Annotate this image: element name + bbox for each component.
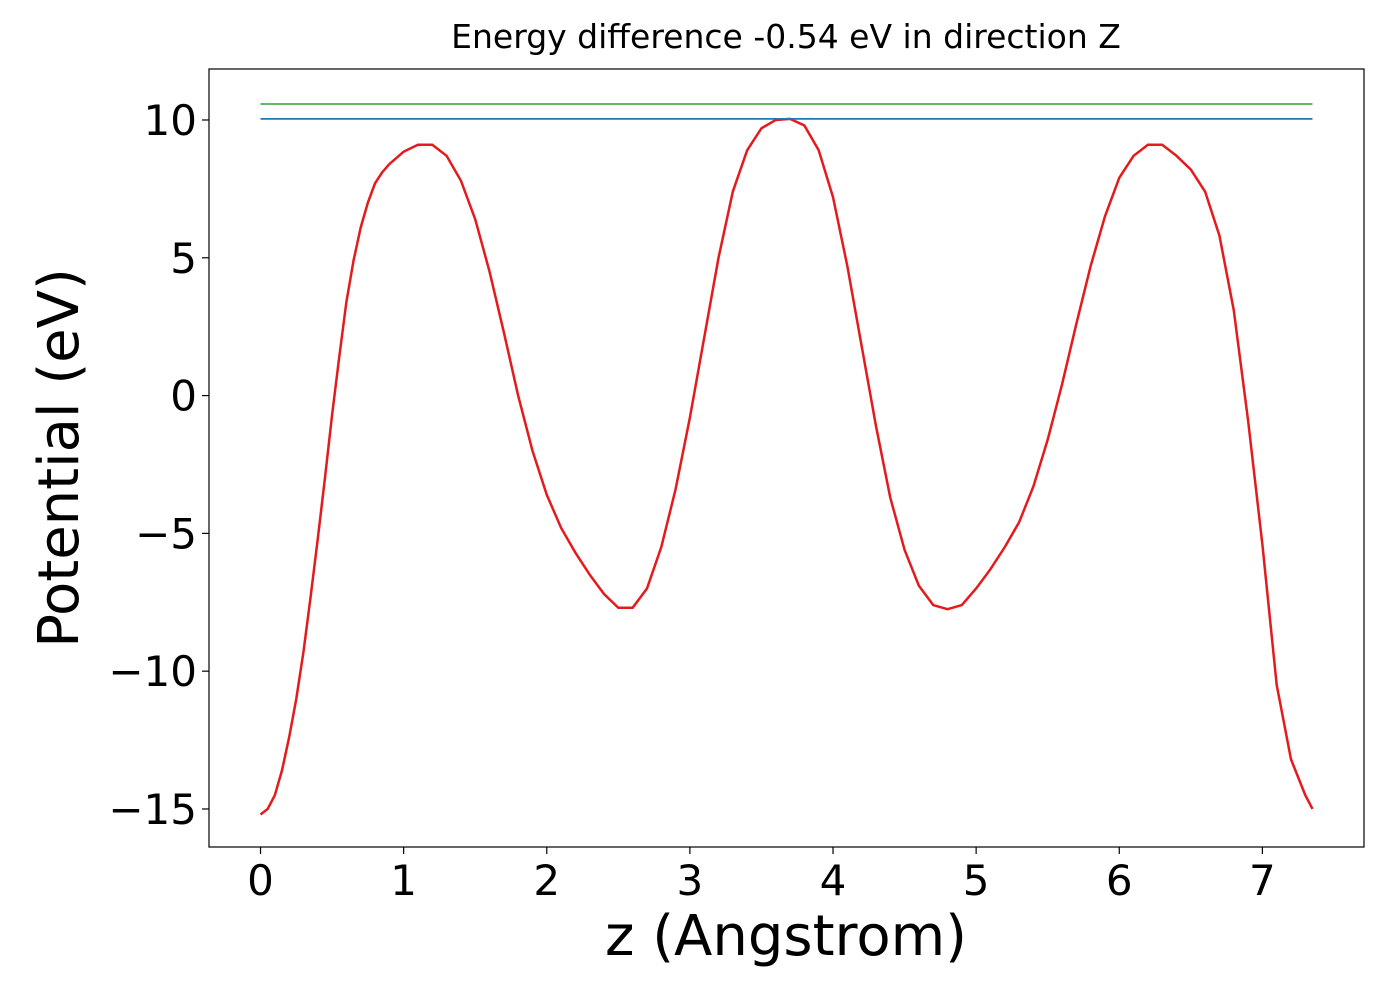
line <box>259 117 1314 816</box>
y-tick-label: −5 <box>135 509 197 558</box>
chart-title: Energy difference -0.54 eV in direction … <box>451 17 1121 56</box>
x-tick-label: 1 <box>390 856 417 905</box>
y-tick-label: 0 <box>170 372 197 421</box>
x-tick-label: 3 <box>677 856 704 905</box>
x-tick-label: 2 <box>533 856 560 905</box>
x-tick-label: 5 <box>963 856 990 905</box>
y-axis-label: Potential (eV) <box>27 268 92 648</box>
x-tick-label: 4 <box>820 856 847 905</box>
x-tick-label: 6 <box>1106 856 1133 905</box>
x-tick-label: 7 <box>1249 856 1276 905</box>
x-axis-label: z (Angstrom) <box>605 904 967 969</box>
x-tick-label: 0 <box>247 856 274 905</box>
plot-frame <box>208 68 1365 848</box>
y-tick-label: −10 <box>108 647 197 696</box>
y-tick-label: 5 <box>170 234 197 283</box>
y-tick-label: −15 <box>108 785 197 834</box>
y-tick-label: 10 <box>144 96 197 145</box>
